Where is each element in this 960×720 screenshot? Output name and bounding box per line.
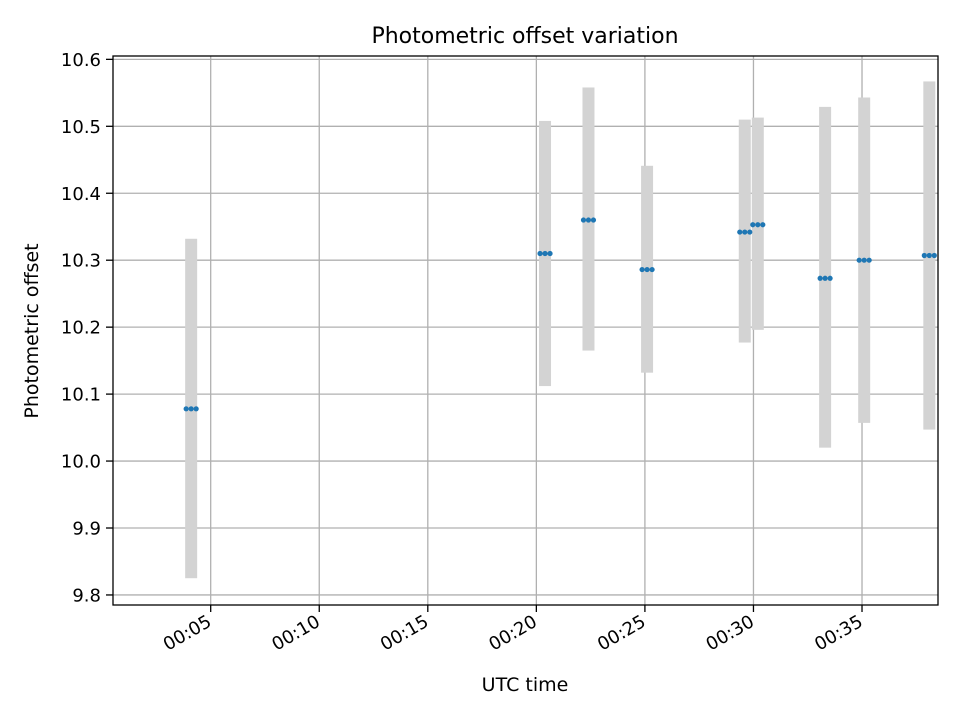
data-point	[183, 406, 199, 412]
x-tick-label: 00:35	[811, 611, 866, 655]
y-tick-label: 10.4	[61, 184, 101, 205]
x-tick-label: 00:25	[594, 611, 649, 655]
point-marker	[188, 406, 194, 412]
point-marker	[747, 229, 753, 235]
point-marker	[817, 275, 823, 281]
y-tick-label: 10.0	[61, 452, 101, 473]
data-point	[639, 266, 655, 273]
point-marker	[921, 252, 927, 259]
chart-title: Photometric offset variation	[371, 24, 678, 49]
point-marker	[926, 252, 932, 259]
point-marker	[649, 266, 655, 273]
data-point	[817, 275, 833, 281]
plot-frame	[112, 55, 939, 606]
x-tick-label: 00:15	[377, 611, 432, 655]
point-marker	[580, 217, 587, 223]
point-marker	[590, 217, 597, 223]
y-tick-label: 10.6	[61, 50, 101, 71]
data-point	[856, 257, 872, 263]
data-point	[580, 217, 597, 223]
point-marker	[183, 406, 189, 412]
x-axis-label: UTC time	[482, 674, 569, 696]
point-marker	[866, 257, 872, 263]
point-marker	[827, 275, 833, 281]
data-point	[750, 222, 766, 228]
y-tick-label: 10.3	[61, 251, 101, 272]
point-marker	[542, 250, 548, 257]
x-tick-label: 00:20	[485, 611, 540, 655]
data-point	[737, 229, 753, 235]
y-tick-label: 10.5	[61, 117, 101, 138]
point-marker	[931, 252, 937, 259]
x-tick-label: 00:10	[268, 611, 323, 655]
point-marker	[585, 217, 592, 223]
point-marker	[737, 229, 743, 235]
y-axis-label: Photometric offset	[21, 243, 43, 418]
y-tick-label: 10.1	[61, 385, 101, 406]
point-marker	[861, 257, 867, 263]
point-marker	[755, 222, 761, 228]
point-marker	[547, 250, 553, 257]
data-point	[537, 250, 553, 257]
x-tick-label: 00:30	[703, 611, 758, 655]
x-tick-label: 00:05	[160, 611, 215, 655]
grid	[113, 56, 938, 605]
data-point	[921, 252, 937, 259]
point-marker	[193, 406, 199, 412]
point-marker	[742, 229, 748, 235]
point-marker	[856, 257, 862, 263]
y-tick-label: 10.2	[61, 318, 101, 339]
point-marker	[750, 222, 756, 228]
point-marker	[822, 275, 828, 281]
y-tick-label: 9.9	[72, 519, 101, 540]
y-tick-label: 9.8	[72, 585, 101, 606]
point-marker	[639, 266, 645, 273]
data-series	[183, 81, 937, 579]
point-marker	[537, 250, 543, 257]
point-marker	[760, 222, 766, 228]
point-marker	[644, 266, 650, 273]
